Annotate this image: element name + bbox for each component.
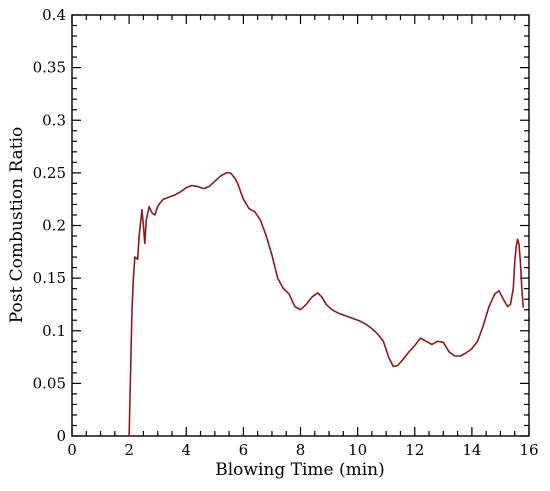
- y-tick-label: 0.35: [33, 59, 66, 77]
- y-tick-label: 0.4: [42, 6, 66, 24]
- series-line: [128, 172, 525, 437]
- y-tick-label: 0.15: [33, 269, 66, 287]
- y-tick-label: 0.2: [42, 217, 66, 235]
- axis-ticks: [71, 14, 530, 437]
- x-tick-label: 6: [239, 441, 249, 459]
- x-tick-label: 16: [519, 441, 538, 459]
- tick-labels: 0 2 4 6 8 10 12 14 16 0 0.05 0.1 0.15 0.2 0.25 0.3 0.35 0…: [33, 6, 539, 459]
- x-tick-label: 8: [296, 441, 306, 459]
- x-tick-label: 4: [181, 441, 191, 459]
- y-tick-label: 0.25: [33, 164, 66, 182]
- x-tick-label: 12: [405, 441, 424, 459]
- y-tick-label: 0: [56, 427, 66, 445]
- x-tick-label: 2: [124, 441, 134, 459]
- y-axis-title: Post Combustion Ratio: [7, 127, 27, 324]
- x-tick-label: 14: [462, 441, 481, 459]
- y-tick-label: 0.1: [42, 322, 66, 340]
- y-tick-label: 0.3: [42, 111, 66, 129]
- x-tick-label: 10: [348, 441, 367, 459]
- x-axis-title: Blowing Time (min): [215, 460, 385, 480]
- x-tick-label: 0: [67, 441, 77, 459]
- y-tick-label: 0.05: [33, 374, 66, 392]
